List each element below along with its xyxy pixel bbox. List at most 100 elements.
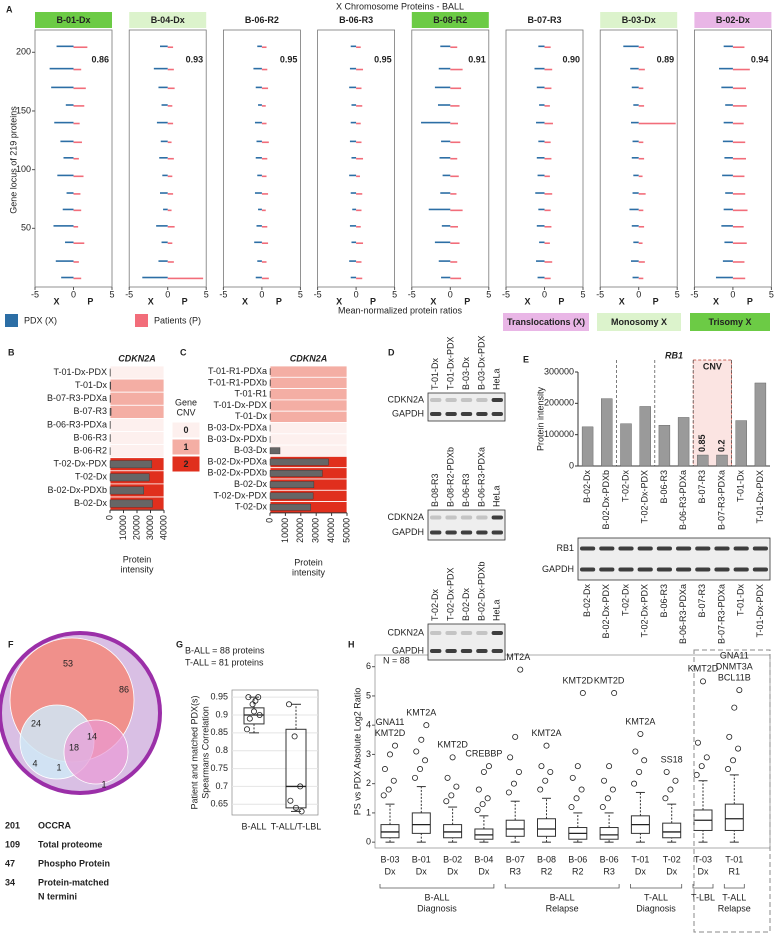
correlation-label: 0.95	[374, 54, 392, 64]
x-side-label: P	[653, 296, 659, 306]
ratio-bar	[352, 208, 357, 211]
ratio-bar	[544, 242, 550, 245]
point	[515, 768, 522, 775]
x-side-label: X	[148, 296, 154, 306]
blot-lane-label: HeLa	[492, 368, 502, 390]
blot-row-label: CDKN2A	[387, 394, 424, 404]
ratio-bar	[450, 277, 462, 280]
ratio-bar	[351, 104, 357, 106]
x-tick-label: 5	[298, 289, 303, 299]
chart-title: RB1	[665, 350, 683, 360]
point	[606, 763, 613, 770]
category-label: T-02-Dx-PDX	[640, 470, 650, 524]
category-label: Dx	[635, 866, 646, 876]
ratio-bar	[349, 174, 357, 177]
subplot-title-box	[411, 12, 489, 28]
point	[512, 733, 519, 740]
correlation-label: 0.93	[186, 54, 204, 64]
ratio-bar	[167, 225, 175, 228]
ratio-bar	[630, 67, 639, 70]
blot-lane-label: B-03-Dx	[461, 356, 471, 390]
ratio-bar	[356, 242, 364, 245]
bar	[109, 486, 144, 495]
venn-region-count: 4	[32, 758, 37, 768]
set-name: Protein-matched	[38, 877, 109, 887]
x-tick-label: -5	[125, 289, 133, 299]
set-name: Total proteome	[38, 839, 102, 849]
x-tick-label: -5	[502, 289, 510, 299]
ratio-bar	[73, 193, 81, 195]
category-label: T-01-Dx	[736, 470, 746, 503]
ratio-bar	[623, 45, 639, 48]
x-tick-label: 50000	[341, 518, 351, 543]
ratio-bar	[159, 157, 168, 159]
point	[285, 701, 292, 708]
bar	[677, 417, 690, 467]
blot-lane-label: B-07-R3	[697, 584, 707, 618]
y-tick-label: 2	[366, 778, 371, 788]
blot-band	[676, 567, 692, 572]
blot-band	[476, 649, 488, 653]
ratio-bar	[631, 86, 639, 89]
category-label: T-02-Dx	[75, 472, 108, 482]
point	[636, 768, 643, 775]
ratio-bar	[261, 261, 267, 263]
group-bracket	[630, 884, 683, 889]
blot-band	[733, 567, 749, 572]
cnv-cell	[269, 388, 348, 401]
ratio-bar	[356, 105, 363, 107]
ratio-bar	[167, 157, 174, 160]
box	[411, 812, 431, 834]
ratio-bar	[538, 140, 545, 143]
box	[243, 707, 265, 725]
blot-band	[430, 530, 442, 535]
category-label: Dx	[666, 866, 677, 876]
ratio-bar	[350, 276, 357, 279]
ratio-bar	[638, 46, 645, 49]
subplot-title: B-07-R3	[527, 15, 561, 25]
ratio-bar	[261, 209, 266, 212]
ratio-bar	[638, 87, 644, 90]
point	[667, 786, 674, 793]
y-tick-label: 100	[16, 164, 31, 174]
cnv-cell	[269, 399, 348, 412]
group-label: B-ALL	[550, 892, 575, 902]
x-side-label: P	[464, 296, 470, 306]
cnv-cell	[109, 404, 165, 419]
x-tick-label: -5	[219, 289, 227, 299]
category-label: Dx	[698, 866, 709, 876]
ratio-bar	[732, 193, 746, 195]
category-label: T-02-Dx	[235, 502, 268, 512]
y-tick-label: 0.9	[215, 709, 228, 719]
ratio-bar	[450, 46, 458, 49]
blot-lane-label: B-02-Dx	[461, 587, 471, 621]
ratio-bar	[537, 276, 545, 279]
bar	[269, 458, 329, 466]
x-tick-label: 20000	[131, 515, 141, 540]
ratio-bar	[356, 209, 362, 212]
group-label: T-ALL	[644, 892, 668, 902]
bar	[269, 447, 281, 455]
category-label: B-02	[443, 854, 462, 864]
point	[599, 804, 606, 811]
gene-label: KMT2D	[563, 675, 594, 685]
x-side-label: P	[370, 296, 376, 306]
x-tick-label: 0	[542, 289, 547, 299]
ratio-bar	[721, 225, 733, 227]
ratio-bar	[349, 86, 357, 89]
bar	[269, 503, 312, 511]
point	[672, 777, 679, 784]
ratio-bar	[356, 193, 363, 195]
ratio-bar	[63, 157, 74, 159]
ratio-bar	[66, 192, 74, 194]
annotation: T-ALL = 81 proteins	[185, 657, 264, 667]
gene-label: DNMT3A	[716, 661, 753, 671]
x-side-label: P	[182, 296, 188, 306]
ratio-bar	[351, 241, 357, 244]
blot-band	[445, 398, 457, 402]
y-tick-label: 5	[366, 690, 371, 700]
ratio-bar	[356, 225, 361, 228]
category-label: T-01-R1	[234, 389, 267, 399]
ratio-bar	[261, 122, 267, 125]
